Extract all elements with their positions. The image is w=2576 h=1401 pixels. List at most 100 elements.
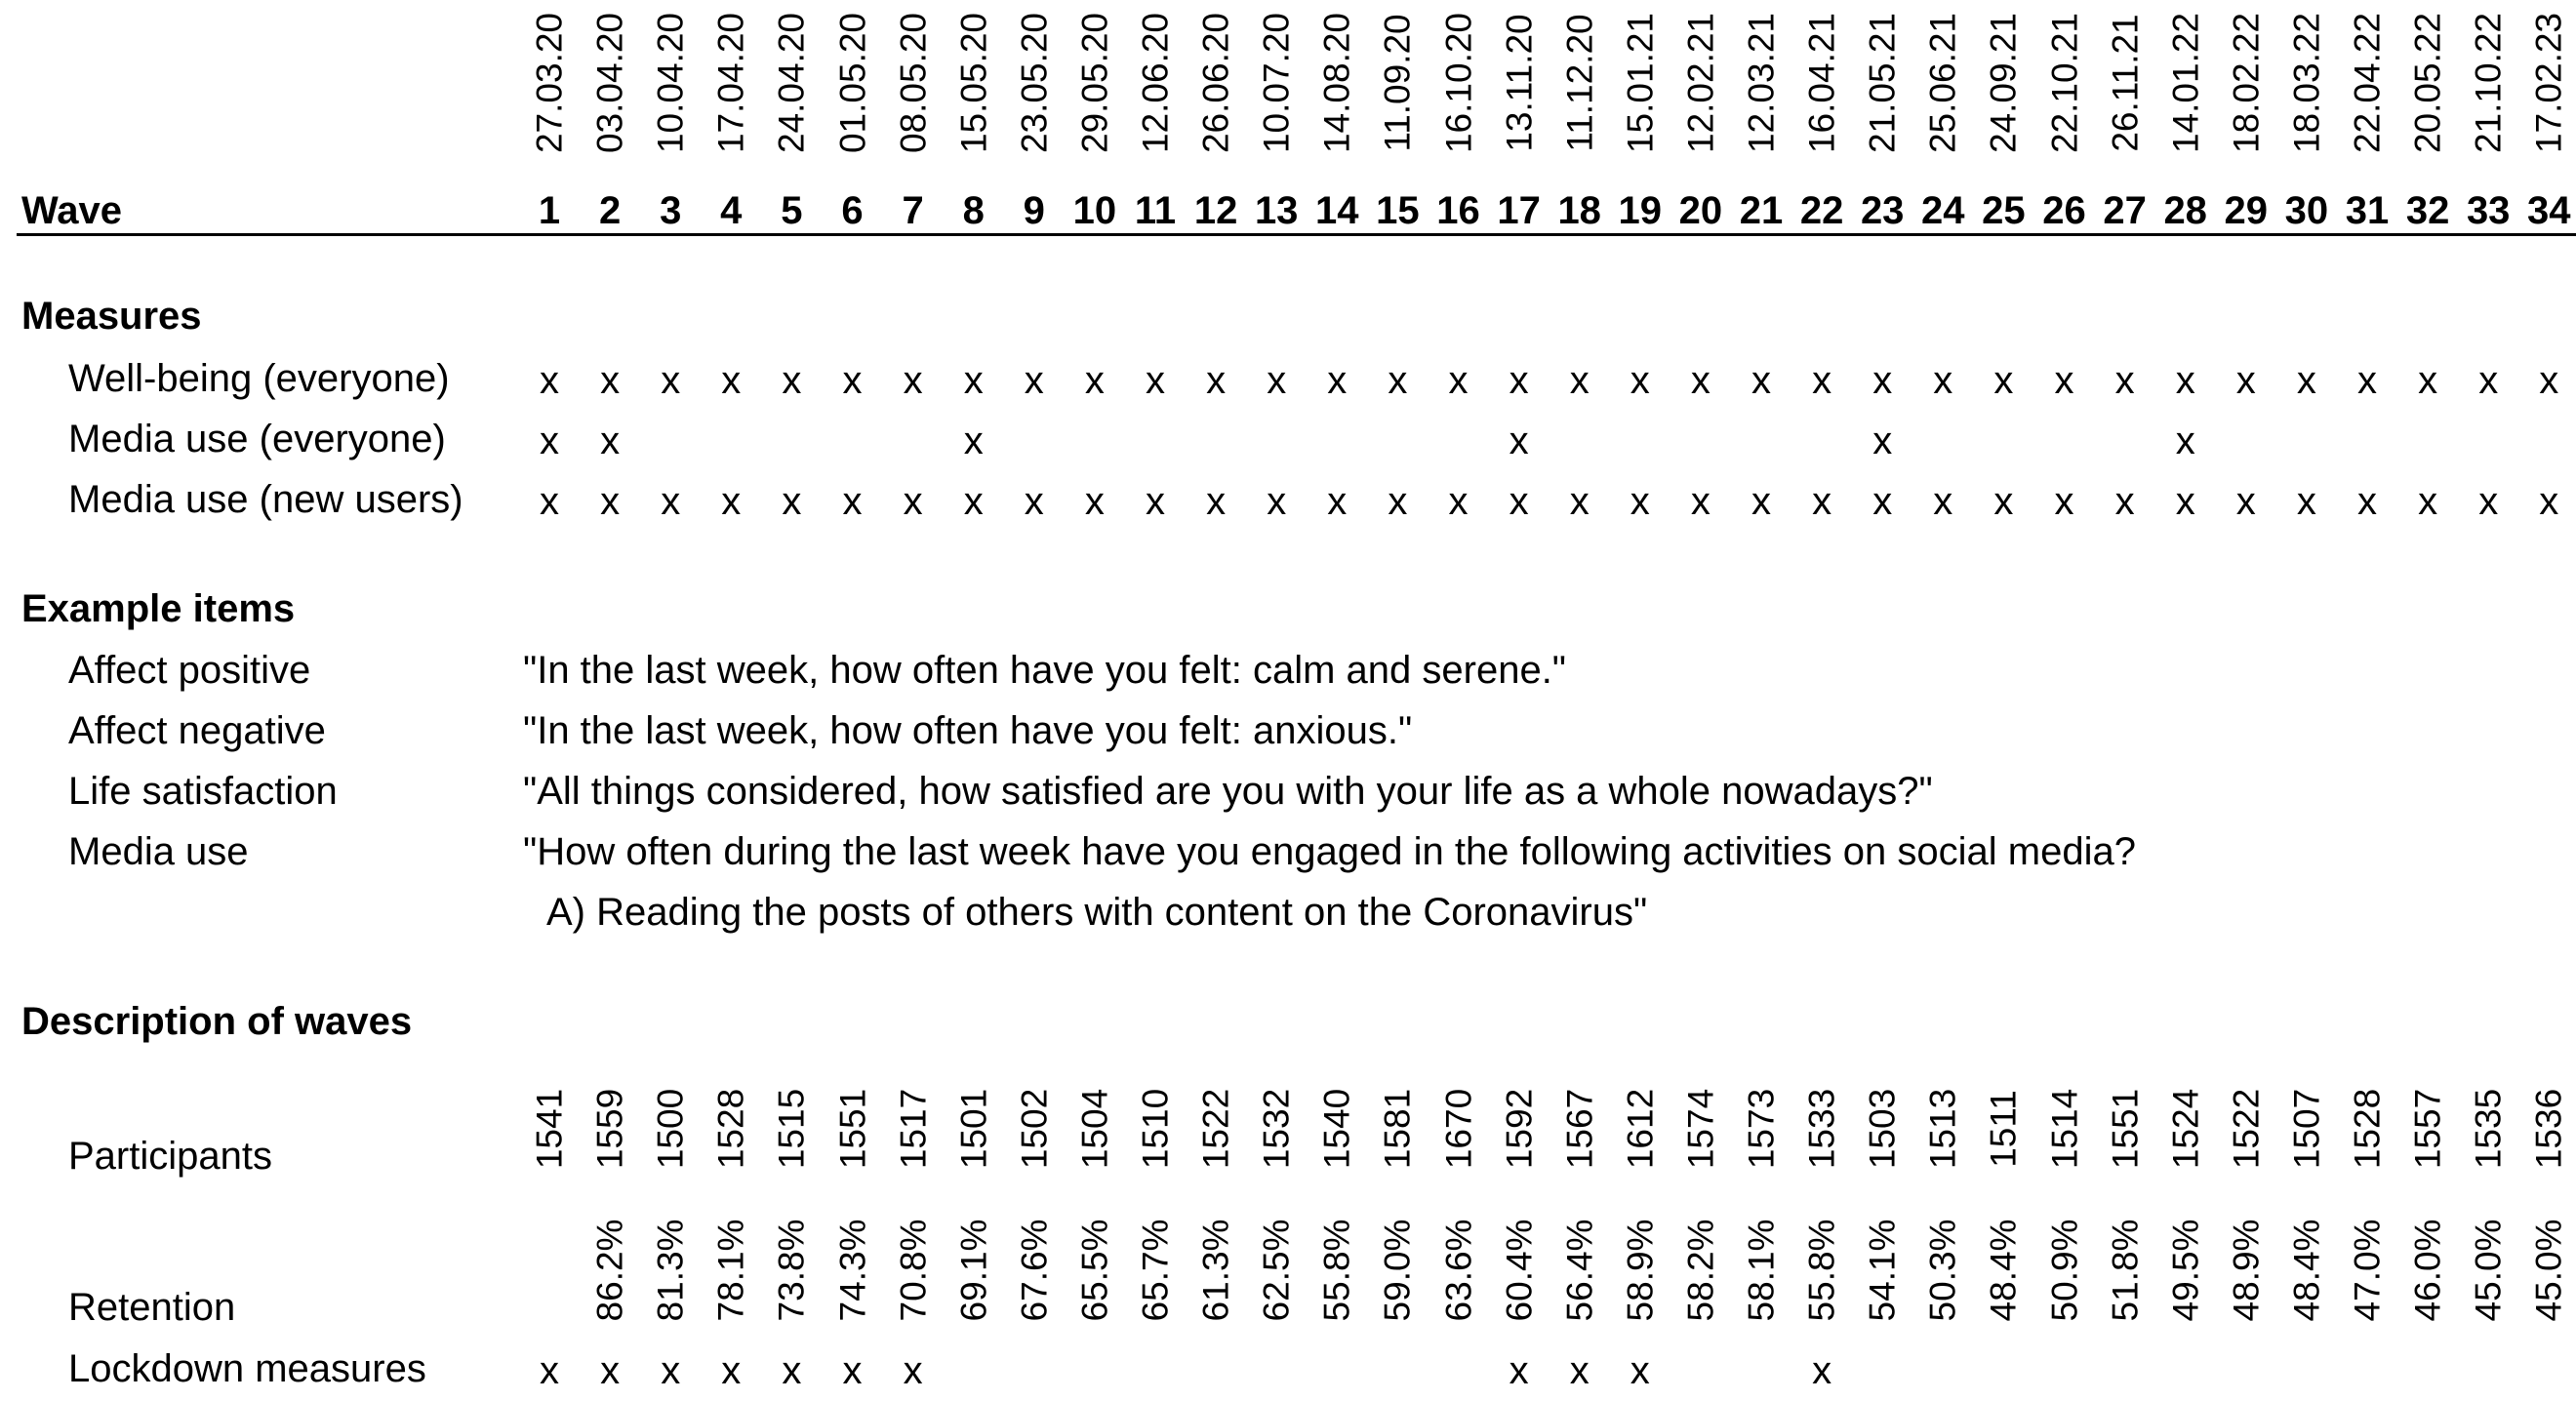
participants-value: 1567 bbox=[1559, 1088, 1600, 1170]
example-label-affect-positive: Affect positive bbox=[68, 649, 311, 692]
measure-label-media-everyone: Media use (everyone) bbox=[68, 418, 446, 460]
measure-mark: x bbox=[2478, 480, 2499, 523]
wave-number: 7 bbox=[902, 189, 924, 232]
measure-mark: x bbox=[1872, 359, 1893, 402]
wave-date: 21.05.21 bbox=[1862, 12, 1903, 154]
wave-number: 33 bbox=[2466, 189, 2511, 232]
participants-value: 1522 bbox=[2226, 1088, 2267, 1170]
retention-value: 45.0% bbox=[2468, 1219, 2509, 1322]
measure-label-media-new-users: Media use (new users) bbox=[68, 478, 463, 521]
wave-date: 12.02.21 bbox=[1680, 12, 1721, 154]
wave-date: 12.03.21 bbox=[1741, 12, 1782, 154]
measure-mark: x bbox=[1872, 420, 1893, 462]
measure-mark: x bbox=[1872, 480, 1893, 523]
participants-value: 1541 bbox=[529, 1088, 570, 1170]
participants-value: 1670 bbox=[1438, 1088, 1478, 1170]
wave-date: 13.11.20 bbox=[1499, 14, 1540, 152]
measure-mark: x bbox=[2418, 480, 2438, 523]
participants-value: 1501 bbox=[953, 1088, 994, 1170]
retention-value: 46.0% bbox=[2407, 1219, 2448, 1322]
example-text-media-use-continued: A) Reading the posts of others with cont… bbox=[546, 891, 1648, 934]
retention-value: 61.3% bbox=[1195, 1219, 1236, 1322]
participants-value: 1532 bbox=[1256, 1088, 1297, 1170]
lockdown-mark: x bbox=[1630, 1349, 1650, 1392]
lockdown-mark: x bbox=[782, 1349, 802, 1392]
wave-number: 1 bbox=[538, 189, 561, 232]
wave-number: 15 bbox=[1376, 189, 1420, 232]
wave-date: 18.02.22 bbox=[2226, 12, 2267, 154]
measure-mark: x bbox=[2478, 359, 2499, 402]
wave-date: 22.04.22 bbox=[2347, 12, 2388, 154]
retention-value: 51.8% bbox=[2105, 1219, 2146, 1322]
wave-number: 16 bbox=[1436, 189, 1480, 232]
wave-number: 27 bbox=[2103, 189, 2147, 232]
wave-number: 29 bbox=[2224, 189, 2269, 232]
measure-mark: x bbox=[2539, 359, 2559, 402]
wave-date: 11.12.20 bbox=[1559, 14, 1600, 152]
measure-mark: x bbox=[1509, 480, 1529, 523]
example-label-media-use: Media use bbox=[68, 830, 249, 873]
retention-label: Retention bbox=[68, 1286, 236, 1329]
wave-number: 17 bbox=[1497, 189, 1541, 232]
measure-mark: x bbox=[600, 480, 621, 523]
measure-mark: x bbox=[1690, 480, 1711, 523]
measure-mark: x bbox=[1630, 480, 1650, 523]
wave-number: 5 bbox=[781, 189, 803, 232]
example-label-affect-negative: Affect negative bbox=[68, 709, 326, 752]
measure-mark: x bbox=[721, 359, 742, 402]
wave-number: 26 bbox=[2042, 189, 2086, 232]
wave-date: 26.11.21 bbox=[2105, 14, 2146, 152]
wave-date: 01.05.20 bbox=[832, 12, 872, 154]
measure-mark: x bbox=[1751, 480, 1771, 523]
participants-value: 1559 bbox=[589, 1088, 630, 1170]
retention-value: 47.0% bbox=[2347, 1219, 2388, 1322]
lockdown-mark: x bbox=[1812, 1349, 1832, 1392]
wave-date: 17.02.23 bbox=[2528, 12, 2569, 154]
measure-mark: x bbox=[661, 359, 681, 402]
wave-number: 23 bbox=[1860, 189, 1905, 232]
measure-mark: x bbox=[1690, 359, 1711, 402]
participants-value: 1535 bbox=[2468, 1088, 2509, 1170]
retention-value: 81.3% bbox=[650, 1219, 691, 1322]
measure-mark: x bbox=[1388, 359, 1408, 402]
wave-date: 12.06.20 bbox=[1135, 12, 1176, 154]
wave-number: 20 bbox=[1678, 189, 1723, 232]
participants-value: 1528 bbox=[2347, 1088, 2388, 1170]
measure-mark: x bbox=[1206, 359, 1227, 402]
wave-date: 26.06.20 bbox=[1195, 12, 1236, 154]
wave-date: 14.08.20 bbox=[1316, 12, 1357, 154]
wave-date: 15.05.20 bbox=[953, 12, 994, 154]
measure-mark: x bbox=[2296, 480, 2316, 523]
wave-number: 12 bbox=[1193, 189, 1238, 232]
measure-mark: x bbox=[1812, 359, 1832, 402]
example-items-heading: Example items bbox=[21, 587, 296, 630]
participants-value: 1502 bbox=[1014, 1088, 1055, 1170]
measure-mark: x bbox=[2296, 359, 2316, 402]
participants-value: 1551 bbox=[2105, 1088, 2146, 1170]
measure-mark: x bbox=[1569, 480, 1590, 523]
measure-mark: x bbox=[1993, 359, 2014, 402]
measure-mark: x bbox=[1267, 359, 1287, 402]
measure-mark: x bbox=[1569, 359, 1590, 402]
wave-date: 11.09.20 bbox=[1377, 14, 1418, 152]
measure-mark: x bbox=[1448, 359, 1469, 402]
wave-number: 10 bbox=[1072, 189, 1117, 232]
lockdown-mark: x bbox=[600, 1349, 621, 1392]
example-text-life-satisfaction: "All things considered, how satisfied ar… bbox=[523, 770, 1933, 813]
participants-value: 1540 bbox=[1316, 1088, 1357, 1170]
measure-mark: x bbox=[1267, 480, 1287, 523]
measure-mark: x bbox=[2175, 480, 2195, 523]
wave-number: 22 bbox=[1799, 189, 1844, 232]
wave-number: 3 bbox=[660, 189, 682, 232]
lockdown-mark: x bbox=[661, 1349, 681, 1392]
participants-value: 1510 bbox=[1135, 1088, 1176, 1170]
wave-date: 24.09.21 bbox=[1983, 12, 2024, 154]
wave-number: 24 bbox=[1921, 189, 1965, 232]
measure-mark: x bbox=[1327, 359, 1348, 402]
participants-value: 1513 bbox=[1922, 1088, 1963, 1170]
retention-value: 48.4% bbox=[2286, 1219, 2327, 1322]
wave-date: 22.10.21 bbox=[2044, 12, 2084, 154]
retention-value: 67.6% bbox=[1014, 1219, 1055, 1322]
wave-date: 18.03.22 bbox=[2286, 12, 2327, 154]
retention-value: 45.0% bbox=[2528, 1219, 2569, 1322]
